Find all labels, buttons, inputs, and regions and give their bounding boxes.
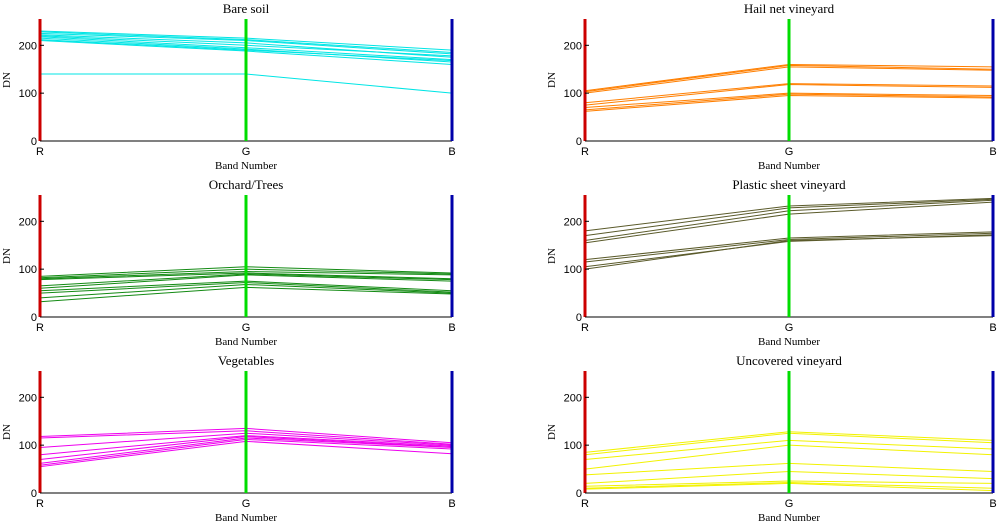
x-axis-label: Band Number [758, 336, 820, 348]
y-axis-label: DN [1, 424, 13, 440]
y-axis-label: DN [1, 248, 13, 264]
x-tick-label: B [989, 322, 996, 334]
x-axis-label: Band Number [215, 336, 277, 348]
panel-title: Plastic sheet vineyard [732, 177, 846, 192]
x-tick-label: G [785, 322, 794, 334]
x-axis-label: Band Number [758, 512, 820, 524]
y-tick-label: 0 [31, 136, 37, 148]
y-axis-label: DN [546, 248, 558, 264]
y-tick-label: 200 [564, 392, 582, 404]
y-tick-label: 200 [19, 40, 37, 52]
x-tick-label: G [242, 322, 251, 334]
chart-panel: 0 100 200 R G B Hail net vineyard Band Number DN [546, 1, 997, 172]
x-tick-label: R [581, 322, 589, 334]
y-tick-label: 200 [564, 40, 582, 52]
panel-title: Uncovered vineyard [736, 353, 842, 368]
chart-panel: 0 100 200 R G B Vegetables Band Number DN [1, 353, 456, 524]
chart-panel: 0 100 200 R G B Plastic sheet vineyard Band Num… [546, 177, 997, 348]
x-tick-label: R [36, 322, 44, 334]
x-tick-label: G [242, 146, 251, 158]
chart-panel: 0 100 200 R G B Uncovered vineyard Band Number D… [546, 353, 997, 524]
x-axis-label: Band Number [758, 160, 820, 172]
y-tick-label: 200 [19, 216, 37, 228]
x-axis-label: Band Number [215, 512, 277, 524]
y-tick-label: 100 [19, 264, 37, 276]
x-tick-label: R [581, 498, 589, 510]
y-tick-label: 100 [19, 440, 37, 452]
y-tick-label: 200 [19, 392, 37, 404]
panel-title: Bare soil [223, 1, 270, 16]
x-tick-label: G [785, 498, 794, 510]
y-tick-label: 0 [576, 136, 582, 148]
y-tick-label: 100 [564, 440, 582, 452]
y-axis-label: DN [1, 72, 13, 88]
panel-title: Orchard/Trees [209, 177, 284, 192]
y-tick-label: 0 [31, 488, 37, 500]
y-tick-label: 100 [564, 264, 582, 276]
y-axis-label: DN [546, 424, 558, 440]
x-tick-label: B [448, 322, 455, 334]
x-tick-label: B [989, 498, 996, 510]
chart-panel: 0 100 200 R G B Bare soil Band Number DN [1, 1, 456, 172]
x-tick-label: B [448, 498, 455, 510]
panel-title: Vegetables [218, 353, 274, 368]
y-tick-label: 100 [19, 88, 37, 100]
y-tick-label: 0 [576, 312, 582, 324]
y-tick-label: 100 [564, 88, 582, 100]
x-axis-label: Band Number [215, 160, 277, 172]
x-tick-label: R [581, 146, 589, 158]
y-tick-label: 0 [31, 312, 37, 324]
y-axis-label: DN [546, 72, 558, 88]
chart-panel: 0 100 200 R G B Orchard/Trees Band Number DN [1, 177, 456, 348]
x-tick-label: R [36, 146, 44, 158]
x-tick-label: G [785, 146, 794, 158]
y-tick-label: 0 [576, 488, 582, 500]
panel-title: Hail net vineyard [744, 1, 835, 16]
x-tick-label: B [989, 146, 996, 158]
x-tick-label: G [242, 498, 251, 510]
y-tick-label: 200 [564, 216, 582, 228]
x-tick-label: B [448, 146, 455, 158]
x-tick-label: R [36, 498, 44, 510]
